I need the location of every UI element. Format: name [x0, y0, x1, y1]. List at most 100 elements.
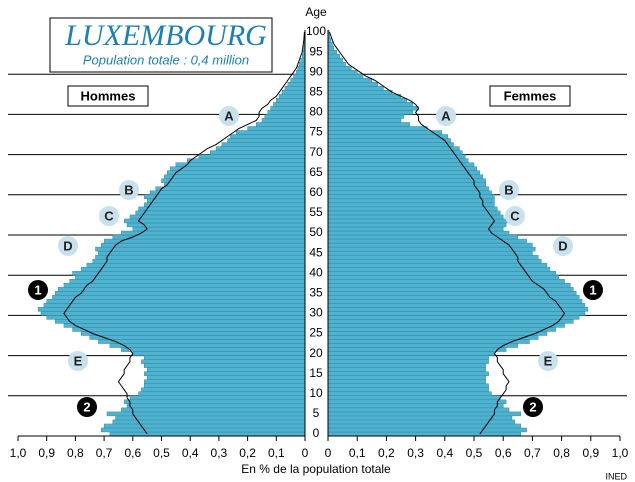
bar [141, 359, 306, 364]
bar [46, 299, 306, 304]
y-tick-label: 100 [306, 24, 326, 38]
bar [121, 347, 306, 352]
bar [327, 146, 460, 151]
bar [327, 170, 481, 175]
bar [327, 311, 586, 316]
bar [109, 431, 306, 437]
y-tick-label: 40 [309, 265, 323, 279]
bar [146, 198, 306, 204]
bar [63, 283, 306, 288]
bar [63, 323, 306, 328]
bar [327, 266, 551, 272]
x-tick-label: 0,4 [182, 446, 199, 460]
bar [327, 395, 501, 401]
bar [161, 178, 306, 183]
legend-box [489, 85, 571, 107]
y-tick-label: 35 [309, 285, 323, 299]
y-tick-label: 80 [309, 105, 323, 119]
bar [164, 174, 306, 179]
chart-title: LUXEMBOURG [64, 19, 267, 52]
bar [327, 419, 516, 425]
annotation-label: A [224, 108, 234, 123]
x-tick-label: 0 [325, 446, 332, 460]
x-tick-label: 0,5 [153, 446, 170, 460]
bar [155, 186, 306, 191]
bar [327, 90, 393, 95]
y-tick-label: 65 [309, 165, 323, 179]
bar [327, 45, 335, 51]
bar [327, 78, 372, 83]
y-tick-label: 45 [309, 245, 323, 259]
bar [230, 134, 306, 139]
x-tick-label: 0,3 [407, 446, 424, 460]
bar [327, 86, 384, 91]
bar [327, 383, 489, 388]
bar [95, 246, 306, 252]
annotation-label: A [441, 108, 451, 123]
bar [327, 275, 559, 280]
bar [327, 347, 507, 352]
bar [327, 57, 343, 63]
bar [327, 431, 521, 437]
x-tick-label: 0,4 [436, 446, 453, 460]
bar [267, 110, 306, 115]
annotation-label: E [74, 353, 83, 368]
bar [112, 419, 306, 425]
bar [327, 182, 486, 187]
bar [327, 69, 358, 75]
bar [80, 266, 306, 272]
bar [37, 307, 306, 312]
x-tick-label: 0,8 [67, 446, 84, 460]
y-tick-label: 60 [309, 185, 323, 199]
bar [327, 214, 504, 220]
bar [144, 363, 306, 368]
bar [327, 371, 489, 376]
bar [327, 174, 483, 179]
y-tick-label: 95 [309, 44, 323, 58]
bar [327, 154, 466, 159]
bar [198, 154, 306, 159]
bar [80, 331, 306, 336]
bar [221, 142, 306, 147]
annotation-marker [553, 236, 573, 256]
y-tick-label: 85 [309, 84, 323, 98]
x-tick-label: 0,3 [211, 446, 228, 460]
annotation-marker [99, 206, 119, 226]
bar [327, 242, 533, 248]
bar [327, 423, 521, 429]
bar [256, 122, 306, 127]
bar [327, 210, 501, 216]
bar [327, 331, 548, 336]
bar [327, 399, 507, 405]
annotation-marker [538, 351, 558, 371]
bar [227, 138, 306, 143]
x-tick-label: 0,2 [378, 446, 395, 460]
bar [327, 106, 419, 111]
x-tick-label: 0,6 [124, 446, 141, 460]
bar [327, 291, 577, 296]
bar [144, 355, 306, 360]
bar [327, 287, 574, 292]
overlay: 0510152025303540455055606570758085909510… [10, 24, 629, 460]
bar [327, 222, 507, 228]
y-tick-label: 25 [309, 326, 323, 340]
annotation-marker [58, 236, 78, 256]
title-box [49, 17, 273, 73]
bar [169, 166, 306, 171]
bar [327, 246, 536, 252]
bar [52, 295, 306, 300]
y-tick-label: 90 [309, 64, 323, 78]
bar [115, 415, 306, 421]
annotation-marker [436, 106, 456, 126]
bar [327, 299, 583, 304]
bar [144, 194, 306, 200]
bar [210, 150, 306, 155]
bar [167, 170, 306, 175]
bar [327, 407, 510, 413]
bar [175, 162, 306, 167]
bar [112, 234, 306, 240]
bar [327, 403, 504, 409]
bar [327, 61, 346, 67]
bar [327, 122, 410, 127]
bar [327, 343, 519, 348]
